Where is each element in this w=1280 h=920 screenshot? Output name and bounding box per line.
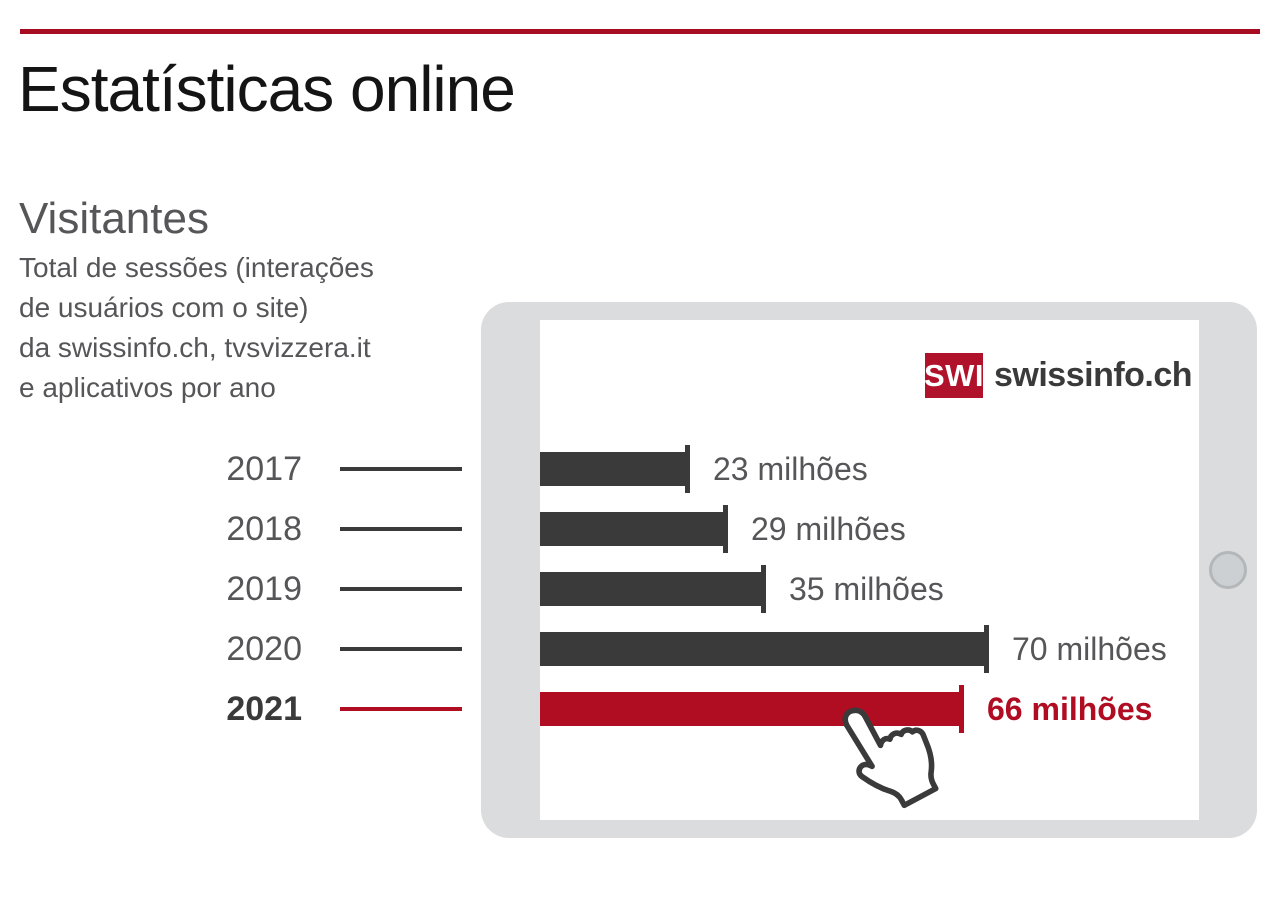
leader-line-2018 [340,527,462,531]
bar-endcap-2021 [959,685,964,733]
bar-endcap-2020 [984,625,989,673]
bar-endcap-2019 [761,565,766,613]
leader-line-2017 [340,467,462,471]
year-label-2018: 2018 [226,510,302,548]
year-label-2017: 2017 [226,450,302,488]
leader-line-2021 [340,707,462,711]
year-label-2021: 2021 [226,690,302,728]
value-label-2021: 66 milhões [987,691,1153,727]
tablet-home-button-icon [1209,551,1247,589]
bar-2017 [540,452,687,486]
leader-line-2019 [340,587,462,591]
tablet-frame [481,302,1257,838]
value-label-2017: 23 milhões [713,451,868,487]
swi-logo-box: SWI [924,353,984,398]
year-label-2020: 2020 [226,630,302,668]
value-label-2019: 35 milhões [789,571,944,607]
bar-2021 [540,692,961,726]
bar-endcap-2017 [685,445,690,493]
bar-2019 [540,572,763,606]
value-label-2018: 29 milhões [751,511,906,547]
section-title: Visitantes [19,194,209,243]
swissinfo-brand-text: swissinfo.ch [994,356,1193,394]
page-title: Estatísticas online [18,53,516,125]
bar-2018 [540,512,725,546]
top-rule [20,29,1260,34]
value-label-2020: 70 milhões [1012,631,1167,667]
bar-endcap-2018 [723,505,728,553]
bar-2020 [540,632,986,666]
section-description: Total de sessões (interações de usuários… [19,252,374,403]
year-label-2019: 2019 [226,570,302,608]
leader-line-2020 [340,647,462,651]
pointer-hand-icon [842,707,939,809]
swissinfo-logo: SWI swissinfo.ch [924,353,1193,398]
